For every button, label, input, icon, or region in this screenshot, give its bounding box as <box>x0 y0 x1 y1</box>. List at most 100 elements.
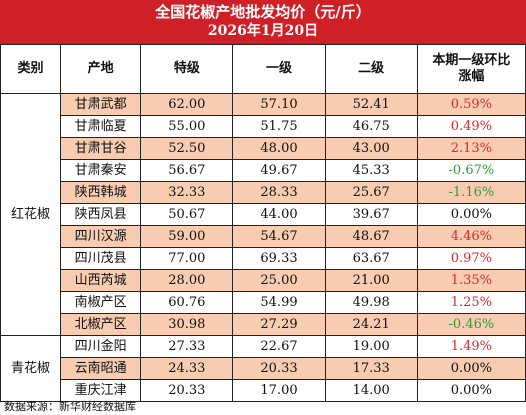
first-grade-price-cell: 48.00 <box>232 137 326 160</box>
table-row: 陕西凤县 50.67 44.00 39.67 0.00% <box>1 203 526 226</box>
second-grade-price-cell: 43.00 <box>324 137 418 160</box>
change-cell: 0.00% <box>416 379 526 402</box>
premium-price-cell: 52.50 <box>140 137 234 160</box>
second-grade-price-cell: 52.41 <box>324 93 418 116</box>
change-cell: 1.25% <box>416 291 526 314</box>
place-cell: 四川茂县 <box>60 247 142 270</box>
place-cell: 甘肃临夏 <box>60 115 142 138</box>
table-date: 2026年1月20日 <box>207 23 319 39</box>
place-cell: 四川汉源 <box>60 225 142 248</box>
change-cell: -0.67% <box>416 159 526 182</box>
place-cell: 陕西凤县 <box>60 203 142 226</box>
table-row: 甘肃秦安 56.67 49.67 45.33 -0.67% <box>1 159 526 182</box>
second-grade-price-cell: 14.00 <box>324 379 418 402</box>
table-row: 陕西韩城 32.33 28.33 25.67 -1.16% <box>1 181 526 204</box>
second-grade-price-cell: 24.21 <box>324 313 418 336</box>
table-row: 红花椒 甘肃武都 62.00 57.10 52.41 0.59% <box>0 93 526 336</box>
change-cell: -1.16% <box>416 181 526 204</box>
change-cell: 0.59% <box>416 93 526 116</box>
place-cell: 山西芮城 <box>60 269 142 292</box>
place-cell: 云南昭通 <box>60 357 142 380</box>
place-cell: 甘肃秦安 <box>60 159 142 182</box>
first-grade-price-cell: 20.33 <box>232 357 326 380</box>
place-cell: 甘肃甘谷 <box>60 137 142 160</box>
premium-price-cell: 32.33 <box>140 181 234 204</box>
header-first: 一级 <box>232 44 326 94</box>
premium-price-cell: 28.00 <box>140 269 234 292</box>
table-row: 云南昭通 24.33 20.33 17.33 0.00% <box>1 357 526 380</box>
first-grade-price-cell: 49.67 <box>232 159 326 182</box>
first-grade-price-cell: 28.33 <box>232 181 326 204</box>
change-cell: 1.35% <box>416 269 526 292</box>
first-grade-price-cell: 25.00 <box>232 269 326 292</box>
table-row: 甘肃甘谷 52.50 48.00 43.00 2.13% <box>1 137 526 160</box>
place-cell: 陕西韩城 <box>60 181 142 204</box>
change-cell: 0.00% <box>416 203 526 226</box>
premium-price-cell: 30.98 <box>140 313 234 336</box>
header-place: 产地 <box>60 44 142 94</box>
first-grade-price-cell: 54.67 <box>232 225 326 248</box>
header-row: 类别 产地 特级 一级 二级 本期一级环比涨幅 <box>0 44 526 94</box>
first-grade-price-cell: 57.10 <box>232 93 326 116</box>
change-cell: 0.49% <box>416 115 526 138</box>
second-grade-price-cell: 21.00 <box>324 269 418 292</box>
data-source: 数据来源：新华财经数据库 <box>4 400 136 413</box>
second-grade-price-cell: 48.67 <box>324 225 418 248</box>
header-premium: 特级 <box>140 44 234 94</box>
header-second: 二级 <box>324 44 418 94</box>
table-row: 重庆江津 20.33 17.00 14.00 0.00% <box>1 379 526 402</box>
premium-price-cell: 20.33 <box>140 379 234 402</box>
place-cell: 重庆江津 <box>60 379 142 402</box>
premium-price-cell: 60.76 <box>140 291 234 314</box>
second-grade-price-cell: 46.75 <box>324 115 418 138</box>
table-row: 甘肃临夏 55.00 51.75 46.75 0.49% <box>1 115 526 138</box>
first-grade-price-cell: 27.29 <box>232 313 326 336</box>
header-change: 本期一级环比涨幅 <box>416 44 526 94</box>
table-row: 山西芮城 28.00 25.00 21.00 1.35% <box>1 269 526 292</box>
table-row: 四川汉源 59.00 54.67 48.67 4.46% <box>1 225 526 248</box>
premium-price-cell: 77.00 <box>140 247 234 270</box>
table-row: 青花椒 四川金阳 27.33 22.67 19.00 1.49% <box>0 335 526 402</box>
category-cell: 红花椒 <box>0 93 62 336</box>
place-cell: 四川金阳 <box>60 335 142 358</box>
first-grade-price-cell: 51.75 <box>232 115 326 138</box>
change-cell: -0.46% <box>416 313 526 336</box>
place-cell: 甘肃武都 <box>60 93 142 116</box>
title-bar: 全国花椒产地批发均价（元/斤） 2026年1月20日 <box>0 0 526 44</box>
place-cell: 南椒产区 <box>60 291 142 314</box>
change-cell: 0.00% <box>416 357 526 380</box>
change-cell: 0.97% <box>416 247 526 270</box>
first-grade-price-cell: 54.99 <box>232 291 326 314</box>
premium-price-cell: 62.00 <box>140 93 234 116</box>
table-row: 南椒产区 60.76 54.99 49.98 1.25% <box>1 291 526 314</box>
header-category: 类别 <box>0 44 62 94</box>
second-grade-price-cell: 25.67 <box>324 181 418 204</box>
premium-price-cell: 24.33 <box>140 357 234 380</box>
second-grade-price-cell: 19.00 <box>324 335 418 358</box>
place-cell: 北椒产区 <box>60 313 142 336</box>
table-row: 北椒产区 30.98 27.29 24.21 -0.46% <box>1 313 526 336</box>
second-grade-price-cell: 63.67 <box>324 247 418 270</box>
change-cell: 1.49% <box>416 335 526 358</box>
premium-price-cell: 50.67 <box>140 203 234 226</box>
first-grade-price-cell: 17.00 <box>232 379 326 402</box>
price-table: 类别 产地 特级 一级 二级 本期一级环比涨幅 红花椒 甘肃武都 62.00 57.1… <box>0 44 526 402</box>
premium-price-cell: 55.00 <box>140 115 234 138</box>
table-title: 全国花椒产地批发均价（元/斤） <box>155 3 371 21</box>
category-cell: 青花椒 <box>0 335 62 402</box>
first-grade-price-cell: 44.00 <box>232 203 326 226</box>
second-grade-price-cell: 39.67 <box>324 203 418 226</box>
table-row: 四川茂县 77.00 69.33 63.67 0.97% <box>1 247 526 270</box>
change-cell: 4.46% <box>416 225 526 248</box>
first-grade-price-cell: 22.67 <box>232 335 326 358</box>
second-grade-price-cell: 17.33 <box>324 357 418 380</box>
second-grade-price-cell: 45.33 <box>324 159 418 182</box>
premium-price-cell: 59.00 <box>140 225 234 248</box>
premium-price-cell: 56.67 <box>140 159 234 182</box>
premium-price-cell: 27.33 <box>140 335 234 358</box>
table-body: 红花椒 甘肃武都 62.00 57.10 52.41 0.59% 甘肃临夏 55.00 51.7… <box>0 93 526 402</box>
second-grade-price-cell: 49.98 <box>324 291 418 314</box>
change-cell: 2.13% <box>416 137 526 160</box>
first-grade-price-cell: 69.33 <box>232 247 326 270</box>
